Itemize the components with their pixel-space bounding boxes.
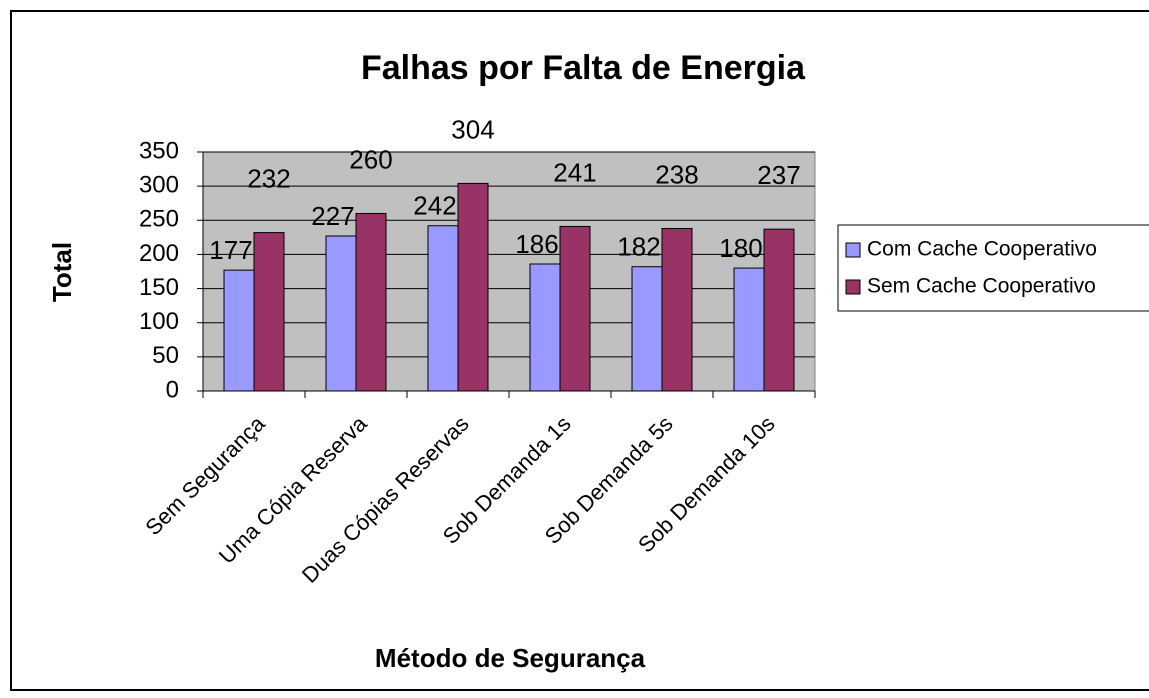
y-tick-label: 300 <box>139 171 179 198</box>
data-label: 177 <box>209 235 252 265</box>
legend-box <box>837 224 1149 312</box>
legend-label: Com Cache Cooperativo <box>867 238 1097 261</box>
data-label: 186 <box>515 229 558 259</box>
y-tick-label: 200 <box>139 240 179 267</box>
bar <box>325 235 357 392</box>
data-label: 242 <box>413 191 456 221</box>
bar <box>763 228 795 392</box>
data-label: 227 <box>311 201 354 231</box>
y-tick-label: 0 <box>166 376 179 403</box>
chart-title: Falhas por Falta de Energia <box>361 49 806 87</box>
bar <box>733 267 765 392</box>
x-axis-title: Método de Segurança <box>375 643 646 673</box>
legend-label: Sem Cache Cooperativo <box>867 275 1096 298</box>
y-tick-label: 100 <box>139 308 179 335</box>
data-label: 182 <box>617 232 660 262</box>
y-tick-label: 250 <box>139 206 179 233</box>
data-label: 260 <box>349 144 392 174</box>
data-label: 241 <box>553 157 596 187</box>
data-label: 180 <box>719 233 762 263</box>
data-label: 232 <box>247 163 290 193</box>
bar <box>253 232 285 392</box>
legend-swatch <box>845 279 861 295</box>
bar <box>457 182 489 392</box>
bar <box>427 225 459 392</box>
legend-swatch <box>845 242 861 258</box>
bar <box>223 269 255 392</box>
y-tick-label: 150 <box>139 274 179 301</box>
data-label: 304 <box>451 114 494 144</box>
y-axis-title: Total <box>47 242 77 302</box>
bar <box>355 212 387 392</box>
plot-area <box>202 151 816 392</box>
bar <box>631 266 663 392</box>
bar <box>661 227 693 392</box>
data-label: 238 <box>655 159 698 189</box>
y-tick-label: 350 <box>139 137 179 164</box>
y-tick-label: 50 <box>152 342 179 369</box>
bar <box>559 225 591 392</box>
data-label: 237 <box>757 160 800 190</box>
bar <box>529 263 561 392</box>
